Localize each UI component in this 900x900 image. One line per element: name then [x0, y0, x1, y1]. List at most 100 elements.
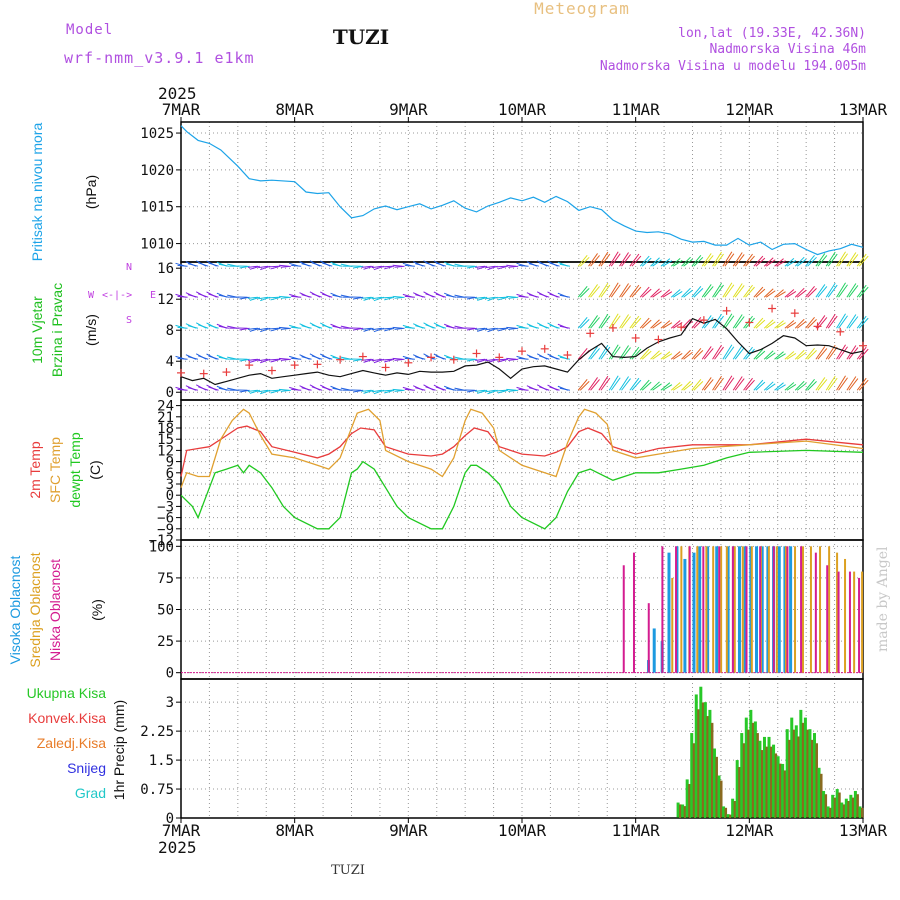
wind-arrow [662, 260, 673, 267]
wind-arrow [600, 253, 611, 267]
wind-arrow [579, 256, 590, 267]
y-tick-label: 15 [157, 432, 174, 448]
wind-arrow [353, 265, 364, 269]
wind-arrow [827, 315, 838, 329]
wind-arrow [662, 384, 673, 391]
precip-bar-total [681, 804, 685, 818]
wind-arrow [528, 294, 540, 298]
cloud-bar-1 [741, 546, 744, 673]
wind-arrow [794, 287, 805, 298]
wind-arrow [208, 386, 219, 391]
precip-bar-total [708, 709, 712, 818]
wind-arrow [600, 346, 611, 360]
wind-arrow [475, 265, 486, 268]
x-tick-label-bottom: 8MAR [275, 821, 314, 840]
wind-arrow [619, 283, 629, 298]
wind-arrow [670, 320, 681, 329]
precip-bar-total [822, 790, 826, 818]
wind-arrow [435, 293, 447, 298]
wind-arrow [796, 320, 807, 329]
precip-bar-total [785, 729, 789, 818]
wind-arrow [693, 256, 704, 267]
cloud-axis-label: Visoka Oblacnost [7, 556, 23, 665]
cloud-bar-0 [737, 546, 741, 673]
wind-arrow [497, 389, 509, 394]
wind-arrow [249, 358, 261, 363]
wind-arrow [794, 349, 805, 360]
wind-arrow [239, 389, 250, 393]
wind-arrow [691, 286, 702, 298]
cloud-bar-1 [853, 571, 856, 673]
wind-arrow [786, 353, 797, 360]
wind-arrow [590, 255, 600, 267]
wind-arrow [598, 251, 609, 267]
precip-bar-strat [856, 794, 859, 818]
wind-arrow [631, 317, 642, 329]
wind-arrow [382, 327, 393, 330]
y-tick-label: 1010 [140, 237, 174, 253]
wind-arrow [332, 294, 343, 298]
wind-arrow [784, 320, 795, 329]
coords-text: lon,lat (19.33E, 42.36N) [678, 26, 866, 41]
wind-arrow [776, 291, 786, 298]
wind-arrow [218, 263, 229, 267]
wind-arrow [734, 316, 745, 329]
cloud-bar-2 [858, 577, 861, 673]
precip-bar-total [694, 694, 698, 818]
y-tick-label: 18 [157, 421, 174, 437]
wind-arrow [506, 357, 517, 360]
precip-bar-strat [751, 722, 755, 818]
wind-arrow [683, 289, 693, 298]
cloud-bar-2 [745, 546, 748, 673]
wind-arrow [239, 358, 250, 362]
cloud-bar-2 [800, 546, 803, 673]
wind-arrow [722, 282, 733, 298]
wind-arrow [691, 348, 702, 360]
wind-arrow [650, 350, 660, 360]
cloud-bar-2 [759, 546, 762, 673]
precip-bar-strat [729, 814, 732, 818]
wind-arrow [384, 389, 395, 394]
precip-bar-total [781, 763, 785, 818]
y-tick-label: 1015 [140, 200, 174, 216]
wind-arrow [755, 288, 766, 298]
cloud-bar-1 [861, 571, 864, 673]
precip-bar-strat [756, 733, 759, 818]
wind-arrow [672, 260, 683, 267]
precip-bar-strat [679, 804, 682, 818]
wind-arrow [332, 263, 343, 267]
wind-arrow [631, 348, 642, 360]
wind-arrow [392, 357, 403, 360]
wind-arrow [270, 358, 281, 363]
precip-bar-strat [774, 753, 778, 818]
wind-arrow [848, 254, 859, 267]
wind-arrow [838, 284, 848, 298]
precip-bar-total [844, 798, 848, 818]
wind-arrow [278, 295, 289, 298]
wind-arrow [794, 380, 805, 391]
wind-arrow [610, 377, 621, 391]
precip-legend-item: Konvek.Kisa [28, 710, 106, 726]
wind-arrow [693, 287, 704, 298]
wind-arrow [836, 344, 846, 360]
wind-arrow [187, 294, 199, 298]
wind-arrow [588, 346, 598, 360]
wind-arrow [218, 356, 229, 360]
precip-bar-total [812, 733, 816, 818]
wind-arrow [660, 289, 671, 298]
wind-arrow [280, 296, 291, 299]
wind-arrow [631, 379, 642, 391]
wind-arrow [301, 356, 312, 360]
wind-arrow [683, 258, 693, 267]
wind-arrow [774, 382, 784, 391]
wind-arrow [693, 349, 704, 360]
wind-arrow [765, 321, 776, 329]
wind-arrow [600, 377, 611, 391]
precip-legend-item: Zaledj.Kisa [37, 735, 106, 751]
wind-dir-S: S [126, 315, 132, 326]
wind-arrow [670, 258, 681, 267]
wind-arrow [590, 379, 600, 391]
wind-arrow [786, 260, 797, 267]
y-tick-label: 25 [157, 634, 174, 650]
wind-arrow [404, 357, 415, 360]
